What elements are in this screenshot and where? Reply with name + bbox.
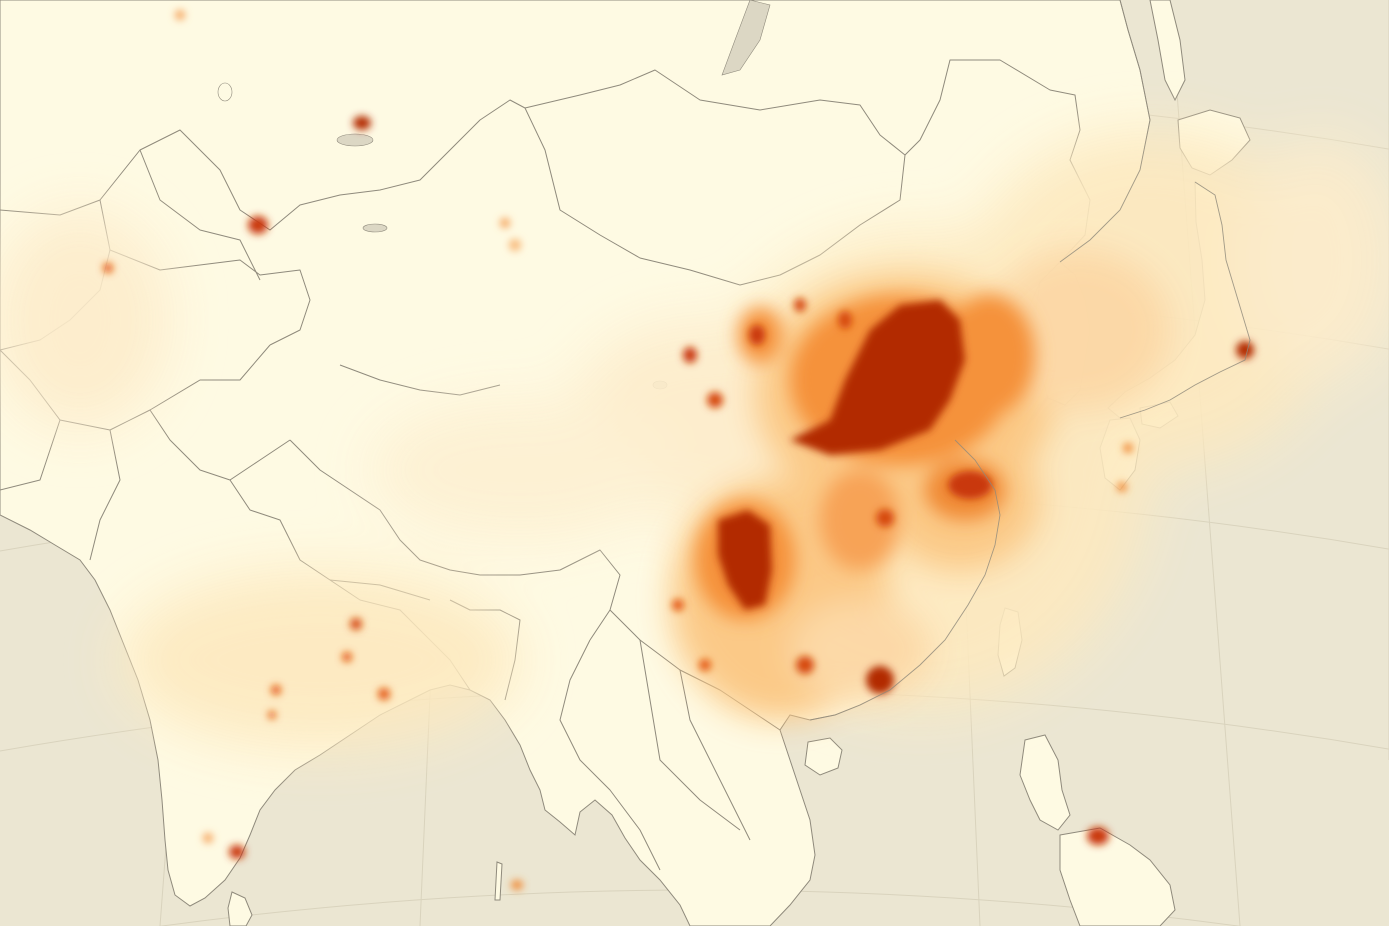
sakhalin <box>1149 0 1186 102</box>
andaman <box>494 861 503 901</box>
concentration-layer <box>0 10 1389 890</box>
luzon <box>1019 734 1071 831</box>
sri-lanka <box>227 891 253 926</box>
coastlines <box>809 0 1251 721</box>
hainan <box>804 737 843 776</box>
visayas <box>1059 827 1176 926</box>
